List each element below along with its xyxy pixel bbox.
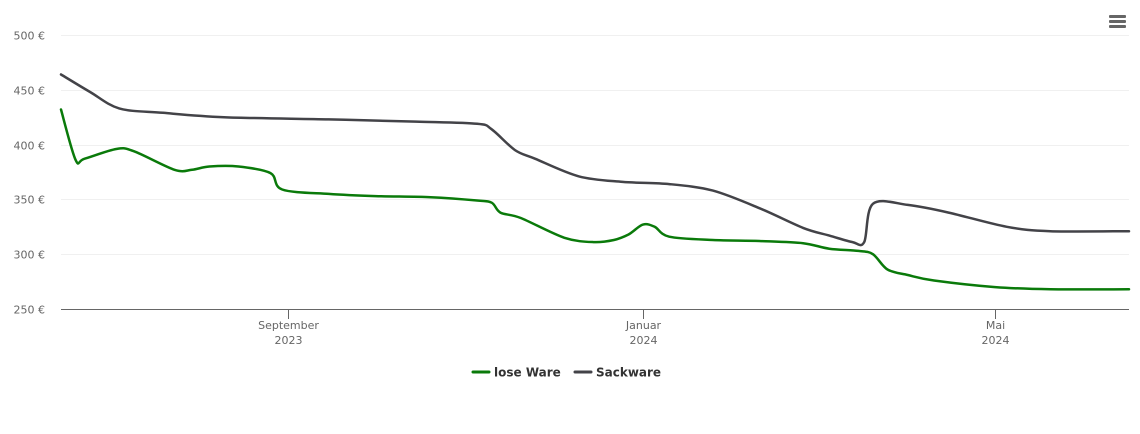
x-tick-label-month: Mai xyxy=(986,319,1005,332)
legend: lose Ware Sackware xyxy=(471,366,661,380)
y-tick-label: 250 € xyxy=(14,304,46,317)
legend-label: Sackware xyxy=(596,366,661,380)
axes: 250 € 300 € 350 € 400 € 450 € 500 € September 2… xyxy=(14,30,1129,347)
y-tick-label: 500 € xyxy=(14,30,46,43)
x-tick-label-year: 2024 xyxy=(630,334,658,347)
x-tick-label-year: 2024 xyxy=(982,334,1010,347)
series-line-lose-ware xyxy=(59,108,1131,291)
y-tick-label: 300 € xyxy=(14,249,46,262)
grid-lines xyxy=(61,35,1129,255)
series-lines xyxy=(59,73,1131,291)
x-tick-label-year: 2023 xyxy=(275,334,303,347)
hamburger-menu-icon[interactable] xyxy=(1106,11,1130,33)
series-line-sackware xyxy=(59,73,1131,247)
y-tick-label: 450 € xyxy=(14,85,46,98)
y-tick-label: 400 € xyxy=(14,140,46,153)
x-tick-label-month: Januar xyxy=(625,319,662,332)
y-tick-label: 350 € xyxy=(14,194,46,207)
legend-label: lose Ware xyxy=(494,366,561,380)
legend-item-sackware[interactable]: Sackware xyxy=(573,366,661,380)
legend-item-lose-ware[interactable]: lose Ware xyxy=(471,366,561,380)
x-tick-label-month: September xyxy=(258,319,319,332)
